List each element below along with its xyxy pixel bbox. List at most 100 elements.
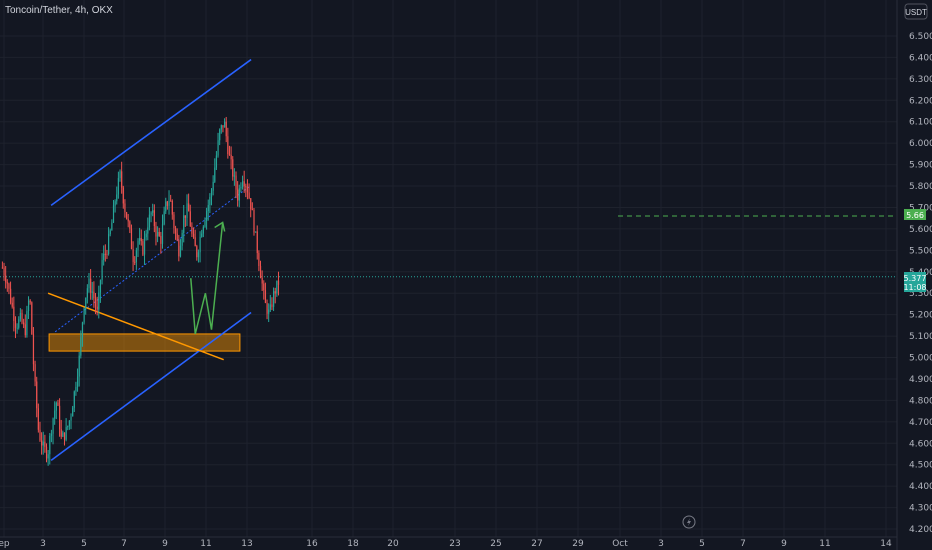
candle-body — [129, 221, 131, 229]
candle-body — [94, 298, 97, 307]
candle-body — [253, 209, 255, 233]
candle-body — [101, 260, 103, 281]
candle-body — [23, 322, 25, 325]
candle-bullish — [157, 226, 159, 243]
candle-bearish — [6, 279, 8, 292]
support-zone[interactable] — [48, 333, 241, 352]
projection-arrowhead[interactable] — [214, 221, 226, 232]
candle-body — [125, 212, 128, 219]
currency-button[interactable] — [904, 3, 928, 20]
candle-bullish — [197, 249, 200, 263]
candle-bullish — [62, 430, 64, 438]
price-tick-label: 5.200 — [909, 311, 932, 321]
candle-bearish — [127, 214, 129, 228]
candle-body — [224, 121, 226, 128]
candle-body — [103, 253, 105, 261]
candle-bullish — [215, 151, 218, 171]
price-tick-label: 4.600 — [909, 439, 932, 449]
candle-bearish — [60, 419, 62, 440]
candle-bearish — [124, 199, 126, 218]
candle-body — [6, 282, 8, 284]
time-tick-label: Oct — [612, 539, 628, 549]
candle-bearish — [171, 199, 173, 220]
time-tick-label: 5 — [81, 539, 87, 549]
candle-bearish — [39, 421, 41, 442]
candle-bearish — [134, 256, 136, 266]
price-tick-label: 4.700 — [909, 418, 932, 428]
candle-bullish — [91, 281, 93, 300]
candle-bullish — [210, 188, 213, 206]
chart-title: Toncoin/Tether, 4h, OKX — [5, 5, 113, 16]
candle-bullish — [52, 417, 54, 445]
candle-bullish — [217, 132, 219, 158]
drawings[interactable] — [0, 58, 897, 462]
time-axis[interactable]: ep 3 5 7 9 11 13 16 18 20 23 25 27 29 Oct 3 5 7 9 11 14 — [0, 536, 897, 549]
lightning-icon[interactable] — [682, 515, 696, 529]
candle-bearish — [248, 183, 250, 200]
candle-body — [277, 280, 280, 285]
candle-body — [261, 277, 263, 284]
candle-bearish — [166, 200, 169, 210]
candle-body — [104, 253, 106, 255]
candle-bearish — [106, 249, 108, 259]
candle-bearish — [235, 171, 237, 199]
candle-bearish — [153, 204, 155, 233]
candle-body — [114, 201, 116, 206]
channel-upper-line[interactable] — [50, 58, 252, 206]
candle-body — [86, 288, 88, 298]
candle-body — [21, 312, 23, 323]
candle-body — [13, 306, 15, 322]
candle-bearish — [132, 241, 134, 271]
candle-bullish — [103, 245, 105, 266]
candle-bullish — [114, 199, 116, 213]
candle-body — [157, 231, 159, 237]
candle-bullish — [78, 351, 80, 387]
time-tick-label: 9 — [162, 539, 168, 549]
candle-bullish — [207, 199, 209, 221]
candle-body — [259, 266, 262, 278]
descending-trendline[interactable] — [47, 292, 224, 361]
time-tick-label: 13 — [241, 539, 252, 549]
candle-body — [179, 245, 182, 257]
price-tick-label: 5.600 — [909, 225, 932, 235]
candle-bullish — [75, 381, 77, 396]
candle-bearish — [274, 287, 276, 304]
candle-body — [121, 171, 123, 188]
candle-body — [59, 405, 61, 430]
time-tick-label: 29 — [572, 539, 584, 549]
projection-path[interactable] — [190, 222, 224, 335]
candle-body — [70, 416, 72, 421]
candle-body — [139, 238, 141, 241]
projection-drawings[interactable] — [190, 221, 226, 335]
candle-bearish — [232, 156, 234, 181]
candle-body — [176, 233, 178, 241]
candle-body — [274, 291, 276, 294]
level-price-tag — [904, 209, 926, 220]
time-tick-label: 7 — [740, 539, 746, 549]
candle-body — [39, 429, 41, 441]
candle-body — [150, 212, 152, 215]
time-tick-label: 16 — [306, 539, 318, 549]
candle-bearish — [189, 204, 191, 227]
candle-bearish — [9, 281, 12, 305]
price-tick-label: 5.700 — [909, 203, 932, 213]
candle-body — [217, 140, 219, 156]
candle-bearish — [160, 231, 162, 254]
candle-body — [171, 200, 173, 215]
time-tick-label: 18 — [347, 539, 359, 549]
candle-body — [197, 252, 200, 258]
candle-body — [140, 238, 142, 242]
candle-bearish — [14, 316, 17, 339]
currency-button-label[interactable]: USDT — [905, 8, 927, 17]
channel-lower-line[interactable] — [50, 311, 252, 462]
candle-bearish — [32, 327, 35, 372]
price-axis[interactable]: 6.500 6.400 6.300 6.200 6.100 6.000 5.900 5.800… — [896, 0, 932, 550]
candle-bearish — [264, 282, 267, 304]
price-tick-label: 5.800 — [909, 182, 932, 192]
candle-bullish — [116, 186, 118, 205]
candle-body — [29, 300, 31, 303]
time-tick-label: 5 — [699, 539, 705, 549]
candle-bearish — [245, 183, 247, 198]
